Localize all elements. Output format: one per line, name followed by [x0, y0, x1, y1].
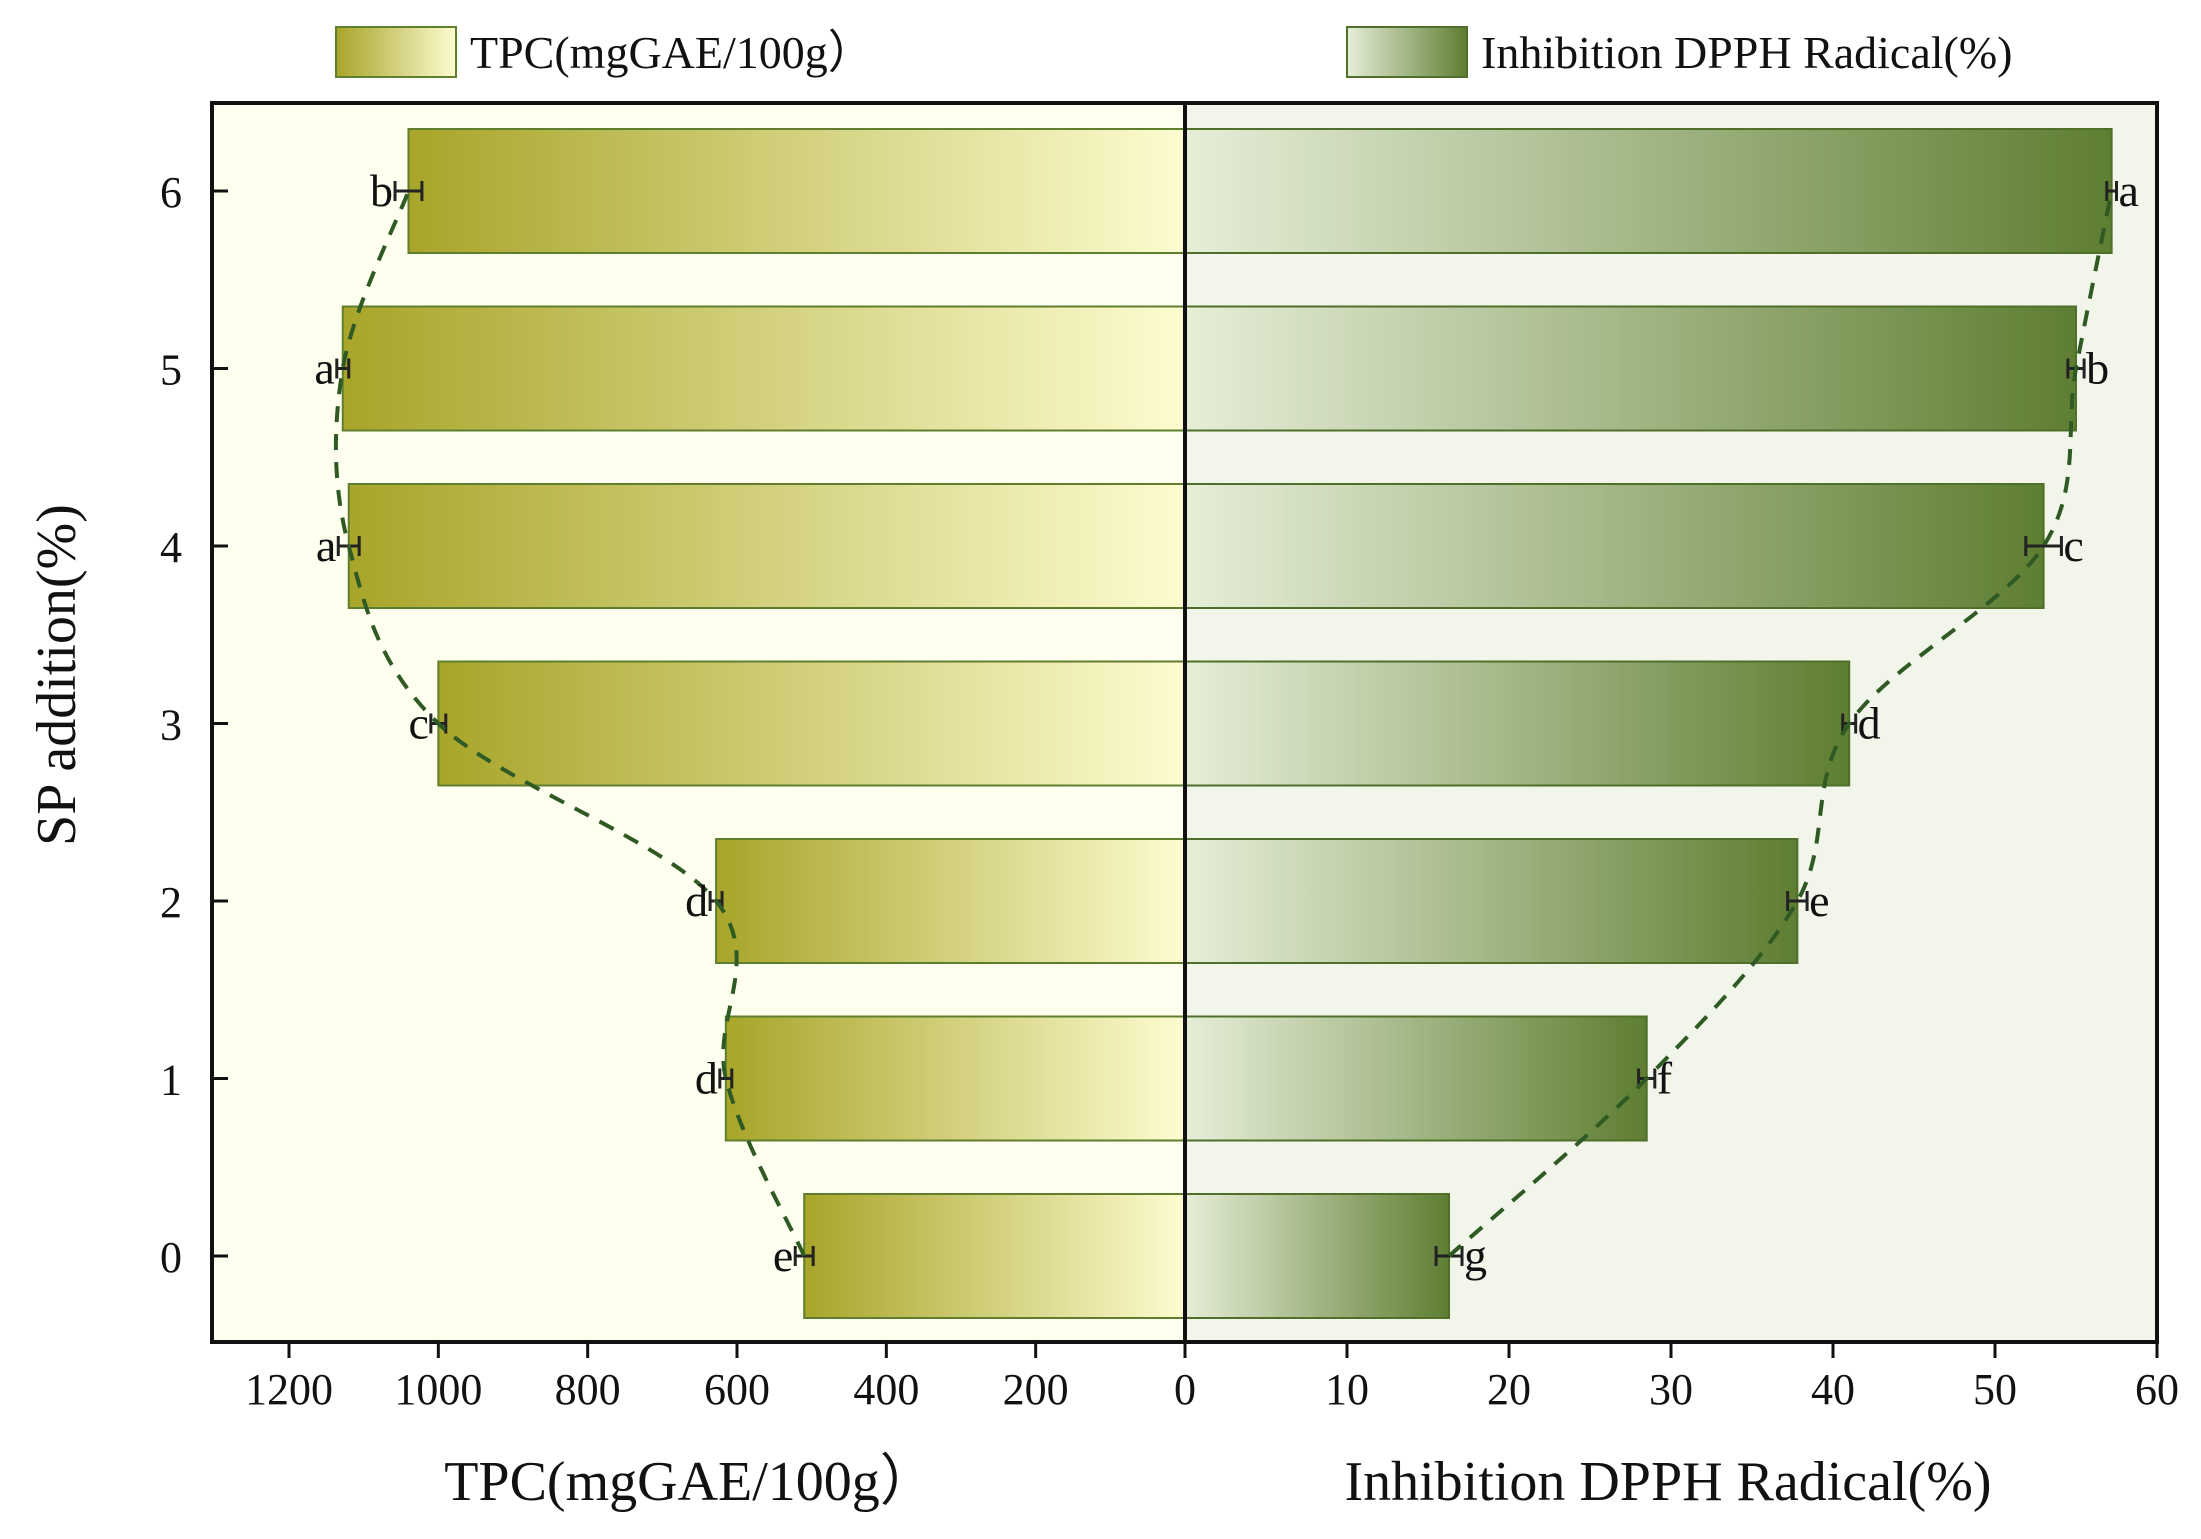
x-tick-label-dpph: 40	[1811, 1365, 1855, 1414]
significance-labels: e g d f d e c d a c a b b a	[314, 165, 2139, 1281]
dpph-significance-label: e	[1809, 875, 1829, 926]
x-tick-label-tpc: 1200	[245, 1365, 333, 1414]
dpph-significance-label: d	[1858, 698, 1881, 749]
tpc-bar-5	[341, 305, 1186, 432]
x-tick-label-dpph: 10	[1325, 1365, 1369, 1414]
legend-label-tpc: TPC(mgGAE/100g）	[470, 27, 874, 78]
y-axis-title: SP addition(%)	[26, 504, 88, 846]
dpph-significance-label: b	[2086, 343, 2109, 394]
left-x-axis-title: TPC(mgGAE/100g）	[444, 1451, 936, 1513]
x-tick-label-tpc: 400	[853, 1365, 919, 1414]
x-tick-label-dpph: 20	[1487, 1365, 1531, 1414]
tpc-significance-label: b	[370, 165, 393, 216]
tpc-bar-2	[715, 838, 1186, 964]
tpc-significance-label: d	[695, 1053, 718, 1104]
x-tick-label-dpph: 30	[1649, 1365, 1693, 1414]
dpph-significance-label: g	[1464, 1230, 1487, 1281]
tpc-significance-label: c	[408, 698, 428, 749]
x-tick-label-dpph: 0	[1174, 1365, 1196, 1414]
x-tick-label-tpc: 200	[1003, 1365, 1069, 1414]
y-tick-label: 6	[160, 168, 182, 217]
dpph-significance-label: c	[2063, 520, 2083, 571]
tpc-significance-label: a	[314, 343, 334, 394]
dpph-trend-line	[1447, 190, 2114, 1258]
y-tick-label: 4	[160, 523, 182, 572]
tpc-significance-label: e	[773, 1230, 793, 1281]
tpc-bar-3	[437, 660, 1187, 787]
tpc-bar-6	[407, 128, 1186, 254]
dpph-bar-2	[1184, 838, 1799, 964]
legend-swatch-tpc	[335, 26, 457, 78]
x-tick-label-tpc: 600	[704, 1365, 770, 1414]
x-tick-label-dpph: 60	[2135, 1365, 2179, 1414]
tpc-bar-1	[724, 1015, 1186, 1142]
y-tick-label: 2	[160, 878, 182, 927]
dpph-bar-5	[1184, 305, 2077, 432]
x-tick-label-tpc: 1000	[394, 1365, 482, 1414]
legend-swatch-dpph	[1346, 26, 1468, 78]
tpc-significance-label: d	[685, 875, 708, 926]
dpph-bar-4	[1184, 483, 2045, 609]
y-tick-label: 1	[160, 1056, 182, 1105]
dpph-significance-label: a	[2119, 165, 2139, 216]
dpph-bar-6	[1184, 128, 2113, 254]
tpc-bar-4	[347, 483, 1186, 609]
dpph-bar-3	[1184, 660, 1851, 787]
trend-lines	[333, 190, 2114, 1258]
right-x-axis-title: Inhibition DPPH Radical(%)	[1344, 1451, 1991, 1513]
y-tick-label: 3	[160, 701, 182, 750]
dpph-significance-label: f	[1657, 1053, 1673, 1104]
legend-label-dpph: Inhibition DPPH Radical(%)	[1481, 27, 2013, 78]
y-tick-label: 5	[160, 346, 182, 395]
x-tick-label-tpc: 800	[555, 1365, 621, 1414]
x-tick-label-dpph: 50	[1973, 1365, 2017, 1414]
tpc-trend-line	[333, 190, 807, 1257]
tpc-bars	[341, 128, 1187, 1319]
dpph-bar-0	[1184, 1193, 1451, 1319]
tpc-bar-0	[803, 1193, 1186, 1319]
dpph-bars	[1184, 128, 2113, 1319]
y-tick-label: 0	[160, 1233, 182, 1282]
x-axis-ticks: 1200 1000 800 600 400 200 0 10 20 30 40 50 60	[245, 1342, 2179, 1414]
dpph-bar-1	[1184, 1015, 1648, 1142]
tpc-significance-label: a	[316, 520, 336, 571]
y-axis-ticks: 0 1 2 3 4 5 6	[160, 168, 228, 1282]
legend: TPC(mgGAE/100g） Inhibition DPPH Radical(…	[335, 26, 2013, 78]
